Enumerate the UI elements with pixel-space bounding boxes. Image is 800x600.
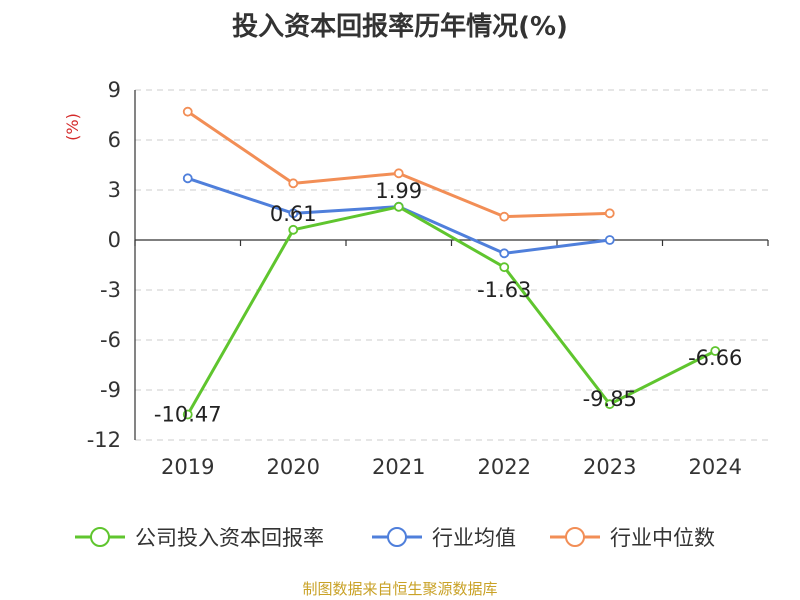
y-tick-label: 0 xyxy=(108,228,121,252)
data-point xyxy=(288,224,299,235)
x-tick-label: 2021 xyxy=(372,455,425,479)
data-point xyxy=(604,208,615,219)
legend-label: 公司投入资本回报率 xyxy=(135,526,324,550)
legend-item[interactable]: 行业中位数 xyxy=(550,526,715,550)
data-point xyxy=(393,201,404,212)
legend-marker xyxy=(565,527,585,547)
data-point xyxy=(499,262,510,273)
data-label: 1.99 xyxy=(375,179,422,203)
legend-item[interactable]: 行业均值 xyxy=(372,526,516,550)
x-tick-labels: 2019 2020 2021 2022 2023 2024 xyxy=(161,455,742,479)
legend-label: 行业均值 xyxy=(432,526,516,550)
data-point xyxy=(288,208,299,219)
data-labels: -10.47 0.61 1.99 -1.63 -9.85 -6.66 xyxy=(154,179,743,427)
legend-label: 行业中位数 xyxy=(610,526,715,550)
data-point xyxy=(604,235,615,245)
axes xyxy=(134,90,769,440)
x-tick-label: 2022 xyxy=(478,455,531,479)
data-point xyxy=(499,211,510,222)
y-tick-label: -9 xyxy=(100,378,121,402)
data-label: 0.61 xyxy=(270,202,317,226)
data-point xyxy=(182,106,193,117)
data-label: -1.63 xyxy=(477,278,531,302)
legend[interactable]: 公司投入资本回报率 行业均值 行业中位数 xyxy=(75,526,715,550)
legend-item[interactable]: 公司投入资本回报率 xyxy=(75,526,324,550)
y-tick-label: -6 xyxy=(100,328,121,352)
y-tick-label: 9 xyxy=(108,78,121,102)
y-tick-label: -3 xyxy=(100,278,121,302)
data-point xyxy=(182,409,193,420)
data-source-note: 制图数据来自恒生聚源数据库 xyxy=(302,580,498,598)
data-point xyxy=(710,346,721,356)
data-label: -9.85 xyxy=(583,387,637,411)
data-point xyxy=(182,173,193,184)
data-label: -6.66 xyxy=(688,346,742,370)
data-point xyxy=(288,178,299,189)
x-tick-label: 2024 xyxy=(689,455,742,479)
data-point xyxy=(499,248,510,259)
series-line xyxy=(186,205,716,416)
grid-lines xyxy=(135,89,768,441)
legend-marker xyxy=(90,527,110,547)
legend-marker xyxy=(387,527,407,547)
x-tick-label: 2020 xyxy=(267,455,320,479)
x-tick-label: 2023 xyxy=(583,455,636,479)
y-tick-label: 6 xyxy=(108,128,121,152)
data-point xyxy=(393,168,404,179)
series-lines xyxy=(182,106,721,420)
data-label: -10.47 xyxy=(154,403,222,427)
y-axis-unit: (%) xyxy=(63,113,82,141)
y-tick-labels: 9 6 3 0 -3 -6 -9 -12 xyxy=(87,78,121,452)
data-point xyxy=(604,399,615,410)
chart-title: 投入资本回报率历年情况(%) xyxy=(232,12,568,42)
y-tick-label: 3 xyxy=(108,178,121,202)
y-tick-label: -12 xyxy=(87,428,121,452)
x-tick-label: 2019 xyxy=(161,455,214,479)
